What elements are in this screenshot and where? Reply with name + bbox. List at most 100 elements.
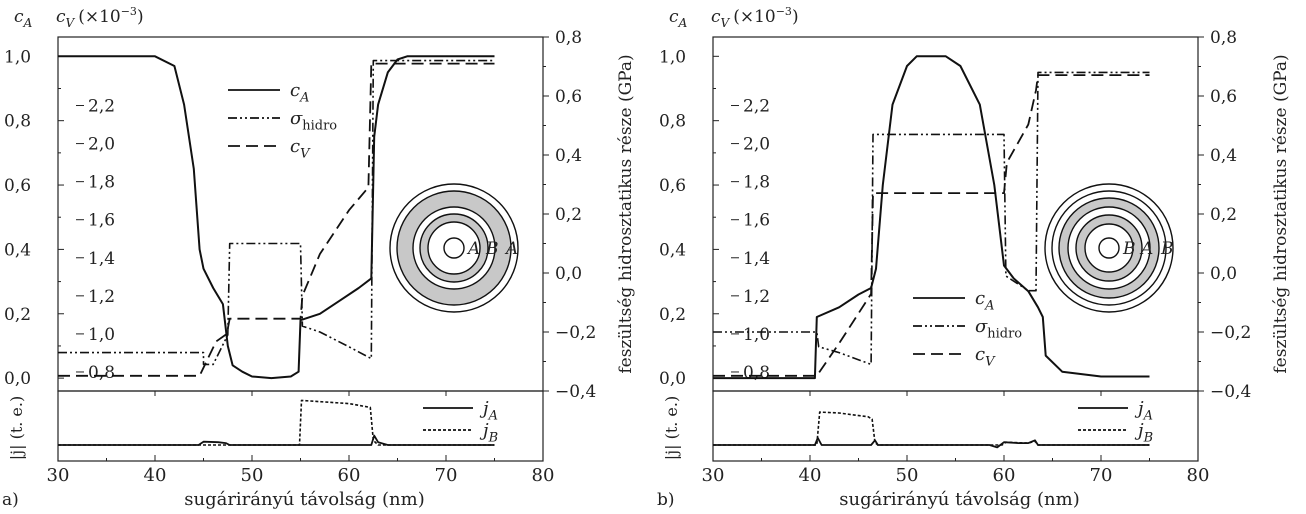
legend-flux-label-A: jA — [479, 398, 498, 423]
x-tick-label: 60 — [993, 465, 1016, 486]
cA-axis-label-symbol: c — [14, 7, 24, 27]
inset-ring — [443, 237, 465, 259]
cV-tick-label: 2,0 — [88, 135, 115, 155]
inset-label: A — [1139, 239, 1153, 259]
cV-tick-label: 1,6 — [88, 211, 115, 231]
panel-a: 30 40 50 60 70 80 0,0 0,2 0,4 0,6 0,8 1,0 0,8 1,0 1,2 1… — [2, 5, 636, 510]
cA-tick-label: 0,8 — [4, 112, 31, 132]
cV-axis-label: cV (×10−3) — [56, 5, 144, 30]
x-axis-label: sugárirányú távolság (nm) — [184, 489, 425, 510]
series-jA-line — [713, 437, 1150, 449]
x-tick-label: 80 — [532, 465, 555, 486]
x-tick-label: 70 — [435, 465, 458, 486]
cA-tick-label: 1,0 — [4, 47, 31, 67]
panel-label: b) — [657, 490, 675, 510]
legend-label-A-symbol: c — [290, 80, 300, 101]
cV-tick-label: 1,6 — [743, 211, 770, 231]
legend-label-A: cA — [975, 288, 994, 313]
sigma-tick-label: −0,2 — [1210, 323, 1251, 343]
cV-tick-label: 2,2 — [743, 97, 770, 117]
x-tick-label: 40 — [144, 465, 167, 486]
cV-axis-symbol: c — [711, 7, 721, 27]
cA-tick-label: 0,2 — [4, 305, 31, 325]
legend-label-V-sub: V — [985, 354, 996, 369]
sigma-axis-label: feszültség hidrosztatikus része (GPa) — [616, 54, 636, 373]
cV-tick-label: 0,8 — [88, 363, 115, 383]
x-tick-label: 70 — [1090, 465, 1113, 486]
legend-label-A-sub: A — [984, 298, 994, 313]
sigma-tick-label: 0,6 — [555, 87, 582, 107]
sigma-tick-label: 0,0 — [555, 264, 582, 284]
legend-label-A-symbol: c — [975, 288, 985, 309]
cA-tick-label: 1,0 — [659, 47, 686, 67]
cV-axis-label: cV (×10−3) — [711, 5, 799, 30]
cV-axis-symbol: c — [56, 7, 66, 27]
flux-axis-label: |j| (t. e.) — [7, 396, 26, 460]
cV-tick-label: 1,2 — [743, 287, 770, 307]
cA-axis-label-symbol: c — [669, 7, 679, 27]
sigma-tick-label: −0,2 — [555, 323, 596, 343]
legend-flux-label-B-symbol: j — [1134, 420, 1144, 441]
legend-label-A: cA — [290, 80, 309, 105]
flux-axis-label: |j| (t. e.) — [662, 396, 681, 460]
x-tick-label: 80 — [1187, 465, 1210, 486]
x-tick-label: 30 — [47, 465, 70, 486]
series-sigma-line — [713, 71, 1150, 366]
inset-ring — [1098, 237, 1120, 259]
cA-tick-label: 0,2 — [659, 305, 686, 325]
cA-tick-label: 0,6 — [4, 176, 31, 196]
sigma-tick-label: −0,4 — [555, 382, 596, 402]
legend-label-V: cV — [290, 136, 311, 161]
cV-tick-label: 1,0 — [743, 325, 770, 345]
sigma-tick-label: 0,8 — [1210, 28, 1237, 48]
cV-tick-label: 1,2 — [88, 287, 115, 307]
cA-axis-label: cA — [14, 7, 33, 30]
cV-axis-exp: −3 — [776, 5, 792, 18]
series-cA-line — [58, 55, 495, 380]
legend-label-hidro-symbol: σ — [290, 108, 303, 129]
cA-tick-label: 0,8 — [659, 112, 686, 132]
sigma-tick-label: 0,4 — [555, 146, 582, 166]
bottom-plot-frame — [712, 390, 1199, 462]
legend-label-hidro-sub: hidro — [302, 118, 337, 133]
cA-tick-label: 0,0 — [4, 369, 31, 389]
cV-tick-label: 2,2 — [88, 97, 115, 117]
legend-flux-label-A-sub: A — [488, 408, 498, 423]
legend-label-V: cV — [975, 344, 996, 369]
cV-axis-close: ) — [137, 7, 144, 27]
inset-label: A — [466, 239, 480, 259]
x-tick-label: 30 — [702, 465, 725, 486]
sigma-tick-label: 0,2 — [555, 205, 582, 225]
inset-label: A — [504, 239, 518, 259]
legend-flux-label-A-symbol: j — [479, 398, 489, 419]
x-tick-label: 50 — [241, 465, 264, 486]
cA-tick-label: 0,0 — [659, 369, 686, 389]
series-cV-line — [58, 62, 495, 377]
sigma-tick-label: 0,2 — [1210, 205, 1237, 225]
cV-axis-sub: V — [721, 16, 731, 30]
panel-b: 30 40 50 60 70 80 0,0 0,2 0,4 0,6 0,8 1,0 0,8 1,0 1,2 1… — [657, 5, 1291, 510]
cA-tick-label: 0,4 — [659, 240, 686, 260]
x-axis-label: sugárirányú távolság (nm) — [839, 489, 1080, 510]
cV-axis-sub: V — [66, 16, 76, 30]
cA-axis-label: cA — [669, 7, 688, 30]
sigma-tick-label: −0,4 — [1210, 382, 1251, 402]
legend-flux-label-B-sub: B — [488, 430, 499, 445]
sigma-tick-label: 0,6 — [1210, 87, 1237, 107]
x-tick-label: 40 — [799, 465, 822, 486]
legend-label-V-symbol: c — [290, 136, 300, 157]
cA-tick-label: 0,6 — [659, 176, 686, 196]
cV-tick-label: 1,8 — [88, 173, 115, 193]
sigma-tick-label: 0,4 — [1210, 146, 1237, 166]
legend-label-hidro-symbol: σ — [975, 316, 988, 337]
series-jB-line — [58, 399, 495, 446]
cV-tick-label: 1,4 — [743, 249, 770, 269]
legend-label-V-sub: V — [300, 146, 311, 161]
legend-label-hidro-sub: hidro — [987, 326, 1022, 341]
cV-tick-label: 0,8 — [743, 363, 770, 383]
legend-label-hidro: σhidro — [975, 316, 1022, 341]
cV-axis-scale: (×10 — [733, 7, 776, 27]
